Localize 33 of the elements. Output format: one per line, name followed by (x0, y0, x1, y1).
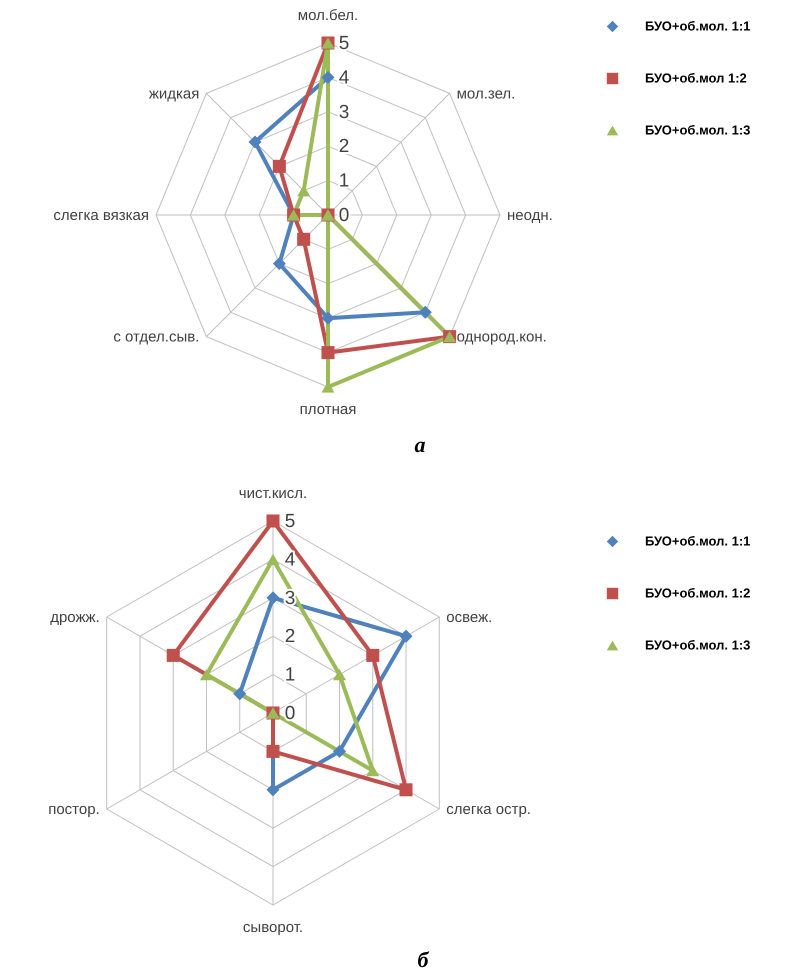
spoke-label: с отдел.сыв. (113, 328, 200, 346)
spoke-label: чист.кисл. (238, 485, 308, 502)
y-tick-label: 0 (284, 703, 296, 724)
y-tick-label: 5 (338, 33, 350, 54)
legend-label: БУО+об.мол. 1:3 (645, 122, 750, 138)
legend-label: БУО+об.мол 1:2 (645, 70, 747, 86)
spoke-label: слегка вязкая (53, 207, 149, 224)
spoke-label: мол.зел. (456, 85, 516, 102)
legend-label: БУО+об.мол. 1:1 (645, 18, 750, 34)
y-tick-label: 1 (284, 664, 296, 686)
y-tick-label: 2 (284, 626, 296, 648)
y-tick-label: 3 (338, 102, 350, 123)
y-tick-label: 4 (284, 549, 296, 570)
y-tick-label: 2 (338, 136, 350, 158)
spoke-label: плотная (300, 401, 356, 418)
text: а (414, 432, 426, 457)
spoke-label: неодн. (507, 207, 553, 224)
y-tick-label: 0 (338, 205, 350, 226)
spoke-label: однород.кон. (456, 328, 547, 346)
spoke-label: слегка остр. (446, 801, 531, 818)
spoke-label: жидкая (148, 85, 200, 102)
spoke-label: мол.бел. (298, 7, 358, 24)
legend-label: БУО+об.мол. 1:1 (645, 534, 750, 548)
spoke-label: сыворот. (242, 919, 304, 936)
spoke-label: дрожж. (50, 609, 100, 626)
legend-label: БУО+об.мол. 1:3 (645, 638, 750, 652)
y-tick-label: 1 (338, 170, 350, 192)
text: б (418, 947, 430, 972)
y-tick-label: 5 (284, 511, 296, 532)
spoke-label: освеж. (446, 609, 492, 626)
legend-label: БУО+об.мол. 1:2 (645, 586, 750, 600)
spoke-label: постор. (48, 801, 100, 818)
y-tick-label: 4 (338, 67, 350, 88)
